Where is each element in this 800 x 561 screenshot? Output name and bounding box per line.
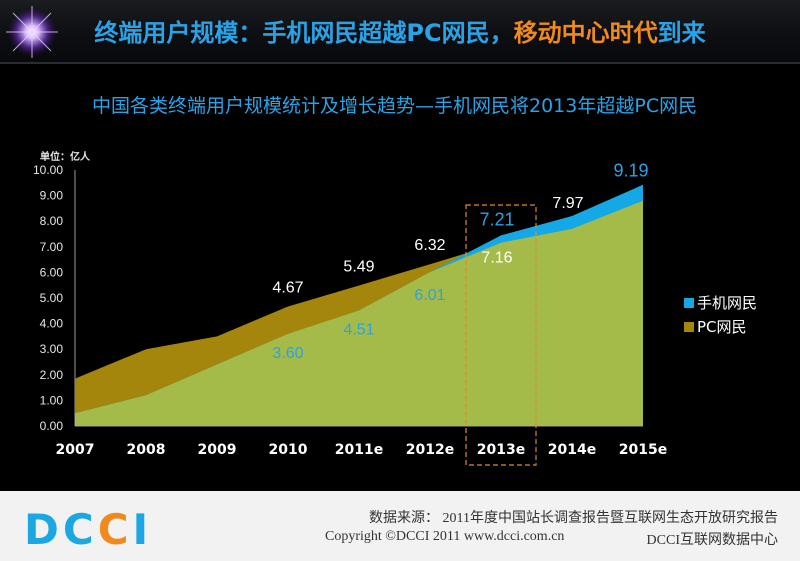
header-bar: 终端用户规模：手机网民超越PC网民，移动中心时代到来 [0,0,800,64]
x-tick-label: 2013e [477,442,525,458]
mobile-data-label: 7.21 [479,209,514,229]
y-unit-label: 单位：亿人 [40,150,91,163]
x-tick-label: 2012e [406,442,454,458]
logo-text-i: I [132,505,153,554]
organization: DCCI互联网数据中心 [646,533,778,548]
y-tick-label: 10.00 [33,163,63,177]
y-tick-label: 0.00 [40,419,64,433]
mobile-data-label: 6.01 [414,287,445,304]
mobile-data-label: 9.19 [613,161,648,181]
y-tick-label: 3.00 [40,342,64,356]
legend-swatch [684,322,694,332]
x-tick-label: 2010 [269,442,308,458]
x-tick-label: 2014e [548,442,596,458]
legend-label: 手机网民 [697,294,757,312]
starburst-icon [5,5,59,59]
copyright: Copyright ©DCCI 2011 www.dcci.com.cn [325,529,565,544]
mobile-data-label: 3.60 [272,345,303,362]
area-chart: 0.00 1.00 2.00 3.00 4.00 5.00 6.00 7.00 8.00 9.00… [33,150,757,466]
header-title-part2: 移动中心时代 [513,19,658,47]
header-title-part1: 终端用户规模：手机网民超越PC网民， [94,19,514,47]
y-tick-label: 9.00 [40,189,64,203]
pc-data-label: 4.67 [272,279,303,296]
y-tick-label: 8.00 [40,214,64,228]
data-source: 数据来源： 2011年度中国站长调查报告暨互联网生态开放研究报告 [369,511,778,526]
legend-swatch [684,298,694,308]
x-tick-label: 2015e [619,442,667,458]
chart-title: 中国各类终端用户规模统计及增长趋势—手机网民将2013年超越PC网民 [92,95,698,117]
y-tick-label: 5.00 [40,291,64,305]
pc-data-label: 7.16 [481,250,512,267]
logo-text-c: C [97,505,133,554]
dcci-logo: DCCI [24,509,152,551]
y-tick-label: 2.00 [40,368,64,382]
header-title: 终端用户规模：手机网民超越PC网民，移动中心时代到来 [0,13,800,48]
mobile-area [75,200,643,426]
mobile-data-label: 4.51 [343,322,374,339]
logo-text-dc: DC [24,505,98,554]
footer: DCCI 数据来源： 2011年度中国站长调查报告暨互联网生态开放研究报告 Co… [0,491,800,561]
y-tick-label: 1.00 [40,393,64,407]
y-tick-label: 4.00 [40,317,64,331]
x-tick-label: 2011e [335,442,383,458]
mobile-data-label: 7.97 [552,195,583,212]
highlight-box [465,204,537,466]
legend-label: PC网民 [697,318,747,336]
x-tick-label: 2008 [127,442,166,458]
pc-data-label: 5.49 [343,258,374,275]
pc-data-label: 6.32 [414,237,445,254]
x-tick-label: 2009 [198,442,237,458]
header-title-part3: 到来 [657,19,706,47]
y-tick-label: 7.00 [40,240,64,254]
x-tick-label: 2007 [56,442,95,458]
y-tick-label: 6.00 [40,265,64,279]
